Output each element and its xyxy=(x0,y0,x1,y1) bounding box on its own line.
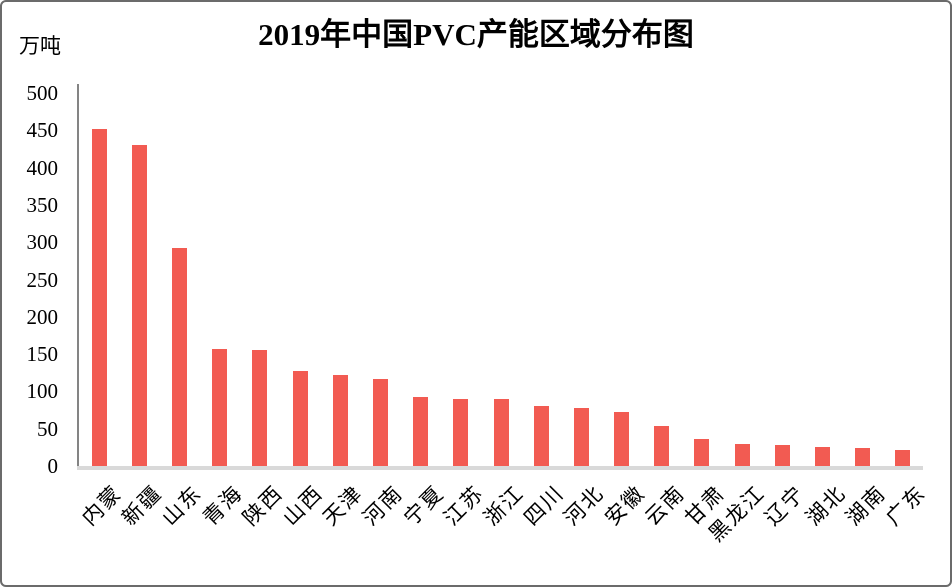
bar-四川 xyxy=(533,405,549,466)
bar-云南 xyxy=(654,426,670,466)
y-tick-label: 350 xyxy=(26,192,59,217)
y-tick-label: 500 xyxy=(26,81,59,105)
bar-辽宁 xyxy=(774,445,790,466)
y-tick-label: 300 xyxy=(26,230,59,255)
bar-青海 xyxy=(212,348,228,466)
y-tick-label: 450 xyxy=(26,118,59,143)
bar-甘肃 xyxy=(694,439,710,466)
y-axis-unit-label: 万吨 xyxy=(19,34,61,58)
bar-江苏 xyxy=(453,398,469,466)
y-tick-label: 400 xyxy=(26,155,59,180)
bar-天津 xyxy=(332,374,348,466)
bar-山东 xyxy=(171,248,187,466)
y-tick-label: 200 xyxy=(26,304,59,329)
y-axis-line xyxy=(77,84,79,466)
y-tick-label: 150 xyxy=(26,342,59,367)
bar-湖南 xyxy=(855,448,871,466)
bar-新疆 xyxy=(131,145,147,466)
bar-宁夏 xyxy=(413,397,429,466)
chart-title: 2019年中国PVC产能区域分布图 xyxy=(258,17,694,52)
bar-浙江 xyxy=(493,398,509,466)
bar-广东 xyxy=(895,449,911,466)
bar-陕西 xyxy=(252,349,268,466)
bar-内蒙 xyxy=(91,128,107,466)
x-axis-line xyxy=(77,466,923,470)
bar-山西 xyxy=(292,370,308,466)
y-tick-label: 250 xyxy=(26,267,59,292)
bar-河北 xyxy=(573,407,589,466)
bar-安徽 xyxy=(614,412,630,466)
y-tick-label: 0 xyxy=(47,454,59,478)
bar-黑龙江 xyxy=(734,443,750,466)
bar-河南 xyxy=(372,378,388,466)
bar-湖北 xyxy=(815,446,831,466)
y-tick-label: 100 xyxy=(26,379,59,404)
y-tick-label: 50 xyxy=(37,416,58,441)
